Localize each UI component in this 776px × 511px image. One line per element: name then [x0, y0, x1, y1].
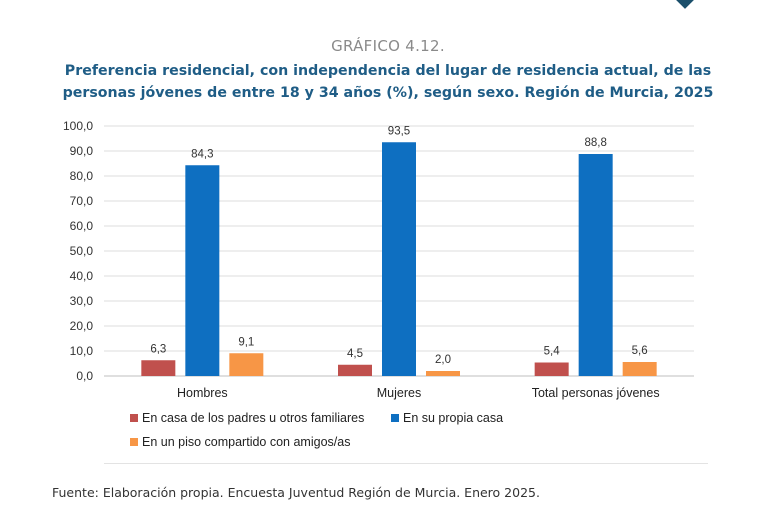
- y-tick-label: 20,0: [70, 319, 94, 333]
- y-tick-label: 60,0: [70, 219, 94, 233]
- y-tick-label: 10,0: [70, 344, 94, 358]
- legend-swatch: [391, 414, 399, 422]
- legend-label: En su propia casa: [403, 411, 503, 425]
- data-label: 84,3: [191, 148, 213, 160]
- bar-chart: 0,0 10,0 20,0 30,0 40,0 50,0 60,0 70,0 80,0 90,0 1…: [63, 119, 694, 449]
- bar: [534, 362, 569, 376]
- category-label: Mujeres: [377, 386, 421, 400]
- bar: [338, 364, 372, 376]
- data-label: 4,5: [347, 348, 363, 360]
- divider: [104, 463, 708, 464]
- y-tick-label: 40,0: [70, 269, 94, 283]
- figure-label: GRÁFICO 4.12.: [331, 37, 445, 55]
- bar: [229, 353, 264, 376]
- legend: En casa de los padres u otros familiares…: [130, 411, 503, 449]
- bar: [622, 362, 657, 376]
- y-axis-tick-labels: 0,0 10,0 20,0 30,0 40,0 50,0 60,0 70,0 80,0 90,0 1…: [63, 119, 93, 383]
- legend-label: En casa de los padres u otros familiares: [142, 411, 364, 425]
- bar: [426, 371, 460, 376]
- y-tick-label: 100,0: [63, 119, 93, 133]
- data-label: 5,6: [632, 345, 648, 357]
- y-tick-label: 80,0: [70, 169, 94, 183]
- data-label: 88,8: [584, 137, 606, 149]
- y-tick-label: 70,0: [70, 194, 94, 208]
- y-tick-label: 30,0: [70, 294, 94, 308]
- data-label: 6,3: [150, 343, 166, 355]
- data-label: 9,1: [238, 336, 254, 348]
- bar: [185, 165, 220, 376]
- data-label: 2,0: [435, 354, 451, 366]
- category-label: Total personas jóvenes: [532, 386, 660, 400]
- category-labels: Hombres Mujeres Total personas jóvenes: [177, 386, 660, 400]
- data-label: 93,5: [388, 125, 410, 137]
- bars: [141, 142, 657, 376]
- y-tick-label: 0,0: [76, 369, 93, 383]
- bar: [141, 360, 176, 376]
- source-note: Fuente: Elaboración propia. Encuesta Juv…: [52, 485, 540, 500]
- legend-swatch: [130, 414, 138, 422]
- category-label: Hombres: [177, 386, 228, 400]
- data-label: 5,4: [544, 346, 561, 358]
- y-tick-label: 50,0: [70, 244, 94, 258]
- legend-label: En un piso compartido con amigos/as: [142, 435, 350, 449]
- bar: [578, 154, 613, 376]
- data-labels: 6,3 84,3 9,1 4,5 93,5 2,0 5,4 88,8 5,6: [150, 125, 647, 366]
- chart-title: Preferencia residencial, con independenc…: [62, 63, 714, 101]
- legend-swatch: [130, 438, 138, 446]
- bar: [382, 142, 416, 376]
- y-tick-label: 90,0: [70, 144, 94, 158]
